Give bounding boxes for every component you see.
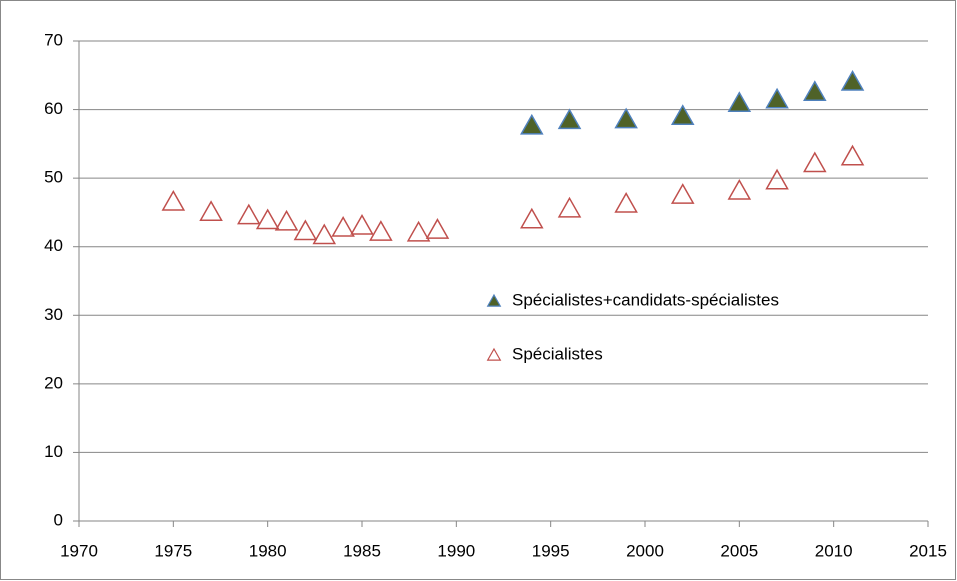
- point: [255, 208, 280, 230]
- point: [670, 183, 695, 204]
- x-tick-label: 1970: [60, 541, 98, 560]
- x-tick-label: 2000: [626, 541, 664, 560]
- point: [161, 189, 186, 211]
- x-tick-label: 2005: [720, 541, 758, 560]
- y-tick-label: 0: [54, 510, 63, 529]
- point: [840, 69, 865, 91]
- y-tick-label: 20: [44, 373, 63, 392]
- y-tick-label: 70: [44, 30, 63, 49]
- point: [520, 113, 544, 135]
- point: [350, 213, 374, 235]
- point: [293, 219, 318, 241]
- legend-label: Spécialistes: [512, 344, 603, 363]
- point: [765, 87, 789, 109]
- y-tick-label: 40: [44, 236, 63, 255]
- point: [331, 215, 355, 237]
- x-tick-label: 1980: [249, 541, 287, 560]
- point: [425, 218, 450, 239]
- point: [670, 104, 695, 125]
- x-tick-label: 2010: [815, 541, 853, 560]
- point: [369, 220, 393, 241]
- point: [557, 196, 582, 218]
- point: [803, 151, 827, 173]
- x-tick-label: 2015: [909, 541, 947, 560]
- point: [274, 209, 299, 231]
- x-tick-label: 1975: [154, 541, 192, 560]
- point: [727, 178, 752, 200]
- point: [199, 200, 223, 221]
- y-tick-label: 50: [44, 168, 63, 187]
- y-tick-label: 10: [44, 442, 63, 461]
- point: [765, 168, 789, 190]
- legend-label: Spécialistes+candidats-spécialistes: [512, 290, 779, 309]
- point: [614, 107, 638, 129]
- legend-marker: [486, 293, 502, 307]
- point: [557, 108, 582, 130]
- legend-marker: [486, 347, 502, 361]
- point: [727, 91, 752, 112]
- y-tick-label: 30: [44, 305, 63, 324]
- point: [406, 220, 431, 242]
- y-tick-label: 60: [44, 99, 63, 118]
- x-tick-label: 1995: [532, 541, 570, 560]
- x-tick-label: 1990: [437, 541, 475, 560]
- point: [312, 223, 337, 245]
- point: [237, 203, 261, 225]
- point: [803, 80, 827, 101]
- point: [840, 144, 865, 166]
- point: [520, 207, 544, 229]
- point: [614, 191, 638, 213]
- x-tick-label: 1985: [343, 541, 381, 560]
